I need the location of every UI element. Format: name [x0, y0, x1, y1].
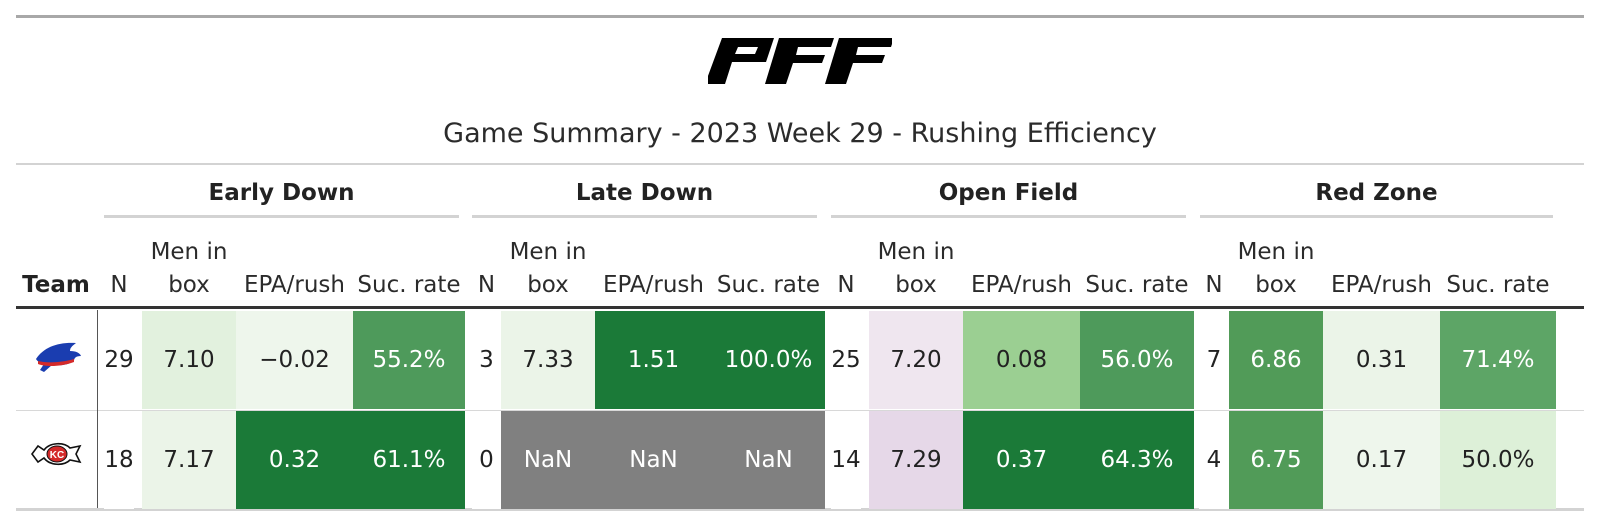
col-header-label: Suc. rate — [357, 272, 461, 298]
table-cell-red-zone-success-rate: 50.0% — [1440, 411, 1556, 509]
table-cell-red-zone-men-in-box: 6.86 — [1229, 311, 1323, 409]
col-header-open-field-n: N — [831, 230, 861, 302]
buffalo-bills-logo — [36, 342, 81, 372]
bottom-rule — [16, 508, 1584, 511]
table-cell-early-down-success-rate: 55.2% — [353, 311, 465, 409]
col-header-label: Men in — [150, 239, 228, 265]
table-cell-late-down-men-in-box: 7.33 — [501, 311, 595, 409]
col-header-early-down-success-rate: Suc. rate — [353, 230, 465, 302]
table-cell-open-field-men-in-box: 7.20 — [869, 311, 963, 409]
table-cell-late-down-n: 3 — [472, 311, 501, 409]
table-cell-open-field-n: 25 — [831, 311, 861, 409]
col-header-red-zone-epa-rush: EPA/rush — [1323, 230, 1440, 302]
col-header-label: EPA/rush — [243, 272, 345, 298]
group-underline — [104, 215, 459, 218]
table-title: Game Summary - 2023 Week 29 - Rushing Ef… — [443, 118, 1157, 149]
col-header-label: Suc. rate — [1446, 272, 1550, 298]
table-cell-early-down-epa-rush: −0.02 — [236, 311, 353, 409]
col-header-label: Men in — [1237, 239, 1315, 265]
col-header-label: box — [895, 272, 937, 298]
svg-text:KC: KC — [50, 450, 64, 461]
col-header-label: EPA/rush — [602, 272, 704, 298]
table-cell-early-down-men-in-box: 7.17 — [142, 411, 236, 509]
table-cell-red-zone-men-in-box: 6.75 — [1229, 411, 1323, 509]
col-header-late-down-men-in-box: Men in box — [501, 230, 595, 302]
kansas-city-chiefs-logo: KC — [31, 442, 82, 466]
group-late-down: Late Down — [472, 176, 817, 224]
col-header-label: Suc. rate — [716, 272, 821, 298]
col-header-label: Suc. rate — [1085, 272, 1189, 298]
table-cell-open-field-men-in-box: 7.29 — [869, 411, 963, 509]
col-header-red-zone-n: N — [1199, 230, 1229, 302]
table-cell-red-zone-n: 7 — [1199, 311, 1229, 409]
col-header-early-down-n: N — [104, 230, 134, 302]
group-underline — [472, 215, 817, 218]
header-rule — [16, 306, 1584, 309]
col-header-label: box — [168, 272, 210, 298]
table-cell-early-down-epa-rush: 0.32 — [236, 411, 353, 509]
table-cell-red-zone-n: 4 — [1199, 411, 1229, 509]
col-header-label: N — [1205, 272, 1223, 298]
col-header-label: N — [110, 272, 128, 298]
group-underline — [1200, 215, 1553, 218]
table-cell-red-zone-epa-rush: 0.17 — [1323, 411, 1440, 509]
team-column-separator — [97, 310, 98, 508]
table-cell-open-field-epa-rush: 0.37 — [963, 411, 1080, 509]
table-cell-early-down-men-in-box: 7.10 — [142, 311, 236, 409]
top-rule — [16, 15, 1584, 18]
group-early-down: Early Down — [104, 176, 459, 224]
col-header-open-field-epa-rush: EPA/rush — [963, 230, 1080, 302]
col-header-early-down-men-in-box: Men in box — [142, 230, 236, 302]
table-cell-early-down-success-rate: 61.1% — [353, 411, 465, 509]
col-header-early-down-epa-rush: EPA/rush — [236, 230, 353, 302]
col-header-red-zone-men-in-box: Men in box — [1229, 230, 1323, 302]
col-header-label: N — [837, 272, 855, 298]
col-header-late-down-epa-rush: EPA/rush — [595, 230, 712, 302]
col-header-open-field-men-in-box: Men in box — [869, 230, 963, 302]
table-cell-late-down-n: 0 — [472, 411, 501, 509]
table-cell-late-down-success-rate: 100.0% — [712, 311, 825, 409]
table-cell-early-down-n: 29 — [104, 311, 134, 409]
col-header-label: Team — [22, 272, 90, 298]
pff-logo — [708, 38, 892, 84]
group-label: Early Down — [208, 180, 355, 206]
group-red-zone: Red Zone — [1200, 176, 1553, 224]
title-rule — [16, 163, 1584, 165]
table-cell-open-field-n: 14 — [831, 411, 861, 509]
col-header-label: Men in — [877, 239, 955, 265]
table-cell-late-down-epa-rush: NaN — [595, 411, 712, 509]
table-cell-open-field-success-rate: 64.3% — [1080, 411, 1194, 509]
col-header-team: Team — [16, 230, 96, 302]
table-cell-red-zone-epa-rush: 0.31 — [1323, 311, 1440, 409]
table-cell-open-field-epa-rush: 0.08 — [963, 311, 1080, 409]
table-cell-late-down-men-in-box: NaN — [501, 411, 595, 509]
col-header-label: box — [1255, 272, 1297, 298]
table-cell-red-zone-success-rate: 71.4% — [1440, 311, 1556, 409]
table-cell-early-down-n: 18 — [104, 411, 134, 509]
group-label: Red Zone — [1315, 180, 1438, 206]
col-header-label: Men in — [509, 239, 587, 265]
col-header-label: EPA/rush — [970, 272, 1072, 298]
col-header-open-field-success-rate: Suc. rate — [1080, 230, 1194, 302]
row-separator — [16, 410, 1584, 411]
group-open-field: Open Field — [831, 176, 1186, 224]
group-underline — [831, 215, 1186, 218]
group-label: Late Down — [575, 180, 714, 206]
col-header-late-down-n: N — [472, 230, 501, 302]
col-header-late-down-success-rate: Suc. rate — [712, 230, 825, 302]
col-header-label: box — [527, 272, 569, 298]
table-cell-late-down-success-rate: NaN — [712, 411, 825, 509]
group-label: Open Field — [938, 180, 1079, 206]
col-header-red-zone-success-rate: Suc. rate — [1440, 230, 1556, 302]
col-header-label: N — [477, 272, 496, 298]
col-header-label: EPA/rush — [1330, 272, 1432, 298]
table-cell-late-down-epa-rush: 1.51 — [595, 311, 712, 409]
table-cell-open-field-success-rate: 56.0% — [1080, 311, 1194, 409]
